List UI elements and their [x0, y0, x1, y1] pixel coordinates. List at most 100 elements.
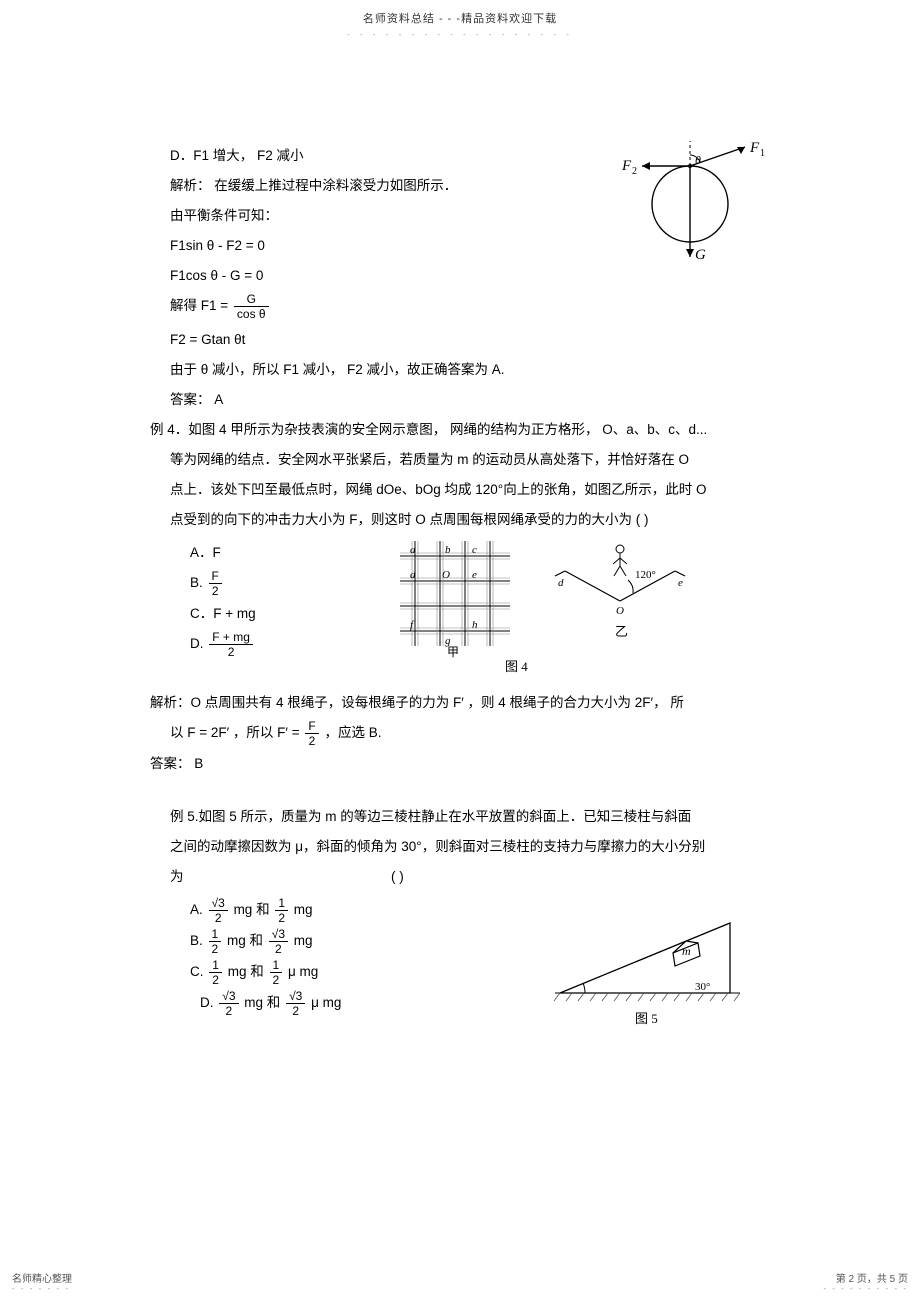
ex5-options-row: A. √3 2 mg 和 1 2 mg B. 1	[150, 893, 770, 1033]
ex5-a-n1: √3	[209, 897, 228, 911]
footer-left: 名师精心整理 - - - - - - -	[12, 1275, 72, 1293]
svg-text:2: 2	[632, 166, 637, 177]
ex5-d-n2: √3	[286, 990, 305, 1004]
ex5-d-d1: 2	[219, 1004, 238, 1017]
ex5-l3b: ( )	[391, 869, 404, 884]
eq3: 解得 F1 = G cos θ	[150, 292, 590, 320]
ex5-a-n2: 1	[275, 897, 288, 911]
ex5-line1: 例 5.如图 5 所示，质量为 m 的等边三棱柱静止在水平放置的斜面上．已知三棱…	[150, 803, 770, 830]
ex4-an2-pre: 以 F = 2F′ ，所以 F′ =	[170, 725, 303, 740]
ex4-opt-d: D. F + mg 2	[190, 630, 370, 658]
eq3-pre: 解得 F1 =	[170, 298, 232, 313]
equilibrium-line: 由平衡条件可知：	[150, 202, 590, 229]
ex4-opt-b-pre: B.	[190, 575, 203, 590]
svg-text:甲: 甲	[447, 645, 459, 659]
eq3-den: cos θ	[234, 307, 269, 320]
figure-5-container: m 30° 图 5	[450, 893, 770, 1033]
footer-right-dots: - - - - - - - - - -	[823, 1285, 908, 1293]
ex4-an2-frac: F 2	[305, 720, 318, 747]
svg-text:e: e	[472, 569, 477, 581]
svg-text:b: b	[445, 544, 451, 556]
svg-text:d: d	[410, 569, 416, 581]
footer-left-dots: - - - - - - -	[12, 1285, 72, 1293]
svg-text:1: 1	[760, 148, 765, 159]
ex4-d-den: 2	[209, 645, 253, 658]
eq1: F1sin θ - F2 = 0	[150, 232, 590, 259]
ex4-an2-den: 2	[305, 734, 318, 747]
svg-text:d: d	[558, 577, 564, 589]
ex5-opt-b: B. 1 2 mg 和 √3 2 mg	[190, 927, 450, 955]
ex5-c-pre: C.	[190, 964, 204, 979]
ex5-options: A. √3 2 mg 和 1 2 mg B. 1	[150, 893, 450, 1020]
document-content: D．F1 增大， F2 减小 解析： 在缓缓上推过程中涂料滚受力如图所示． 由平…	[150, 139, 770, 1033]
ex4-b-den: 2	[209, 584, 222, 597]
eq3-num: G	[234, 293, 269, 307]
ex5-d-pre: D.	[200, 995, 214, 1010]
ex5-c-m2: μ mg	[288, 964, 318, 979]
footer-right: 第 2 页，共 5 页 - - - - - - - - - -	[823, 1275, 908, 1293]
ex5-b-f1: 1 2	[209, 928, 222, 955]
ex4-opt-c: C．F + mg	[190, 600, 370, 627]
ex4-analysis-1: 解析：O 点周围共有 4 根绳子，设每根绳子的力为 F′ ，则 4 根绳子的合力…	[150, 689, 770, 716]
ex4-opt-d-pre: D.	[190, 636, 204, 651]
svg-text:30°: 30°	[695, 981, 710, 993]
ex5-line2: 之间的动摩擦因数为 μ，斜面的倾角为 30°，则斜面对三棱柱的支持力与摩擦力的大…	[150, 833, 770, 860]
ex4-b-num: F	[209, 570, 222, 584]
spacer	[150, 676, 770, 686]
ex4-line1: 例 4．如图 4 甲所示为杂技表演的安全网示意图， 网绳的结构为正方格形， O、…	[150, 416, 770, 443]
ex4-line2: 等为网绳的结点．安全网水平张紧后，若质量为 m 的运动员从高处落下，并恰好落在 …	[150, 446, 770, 473]
ex5-d-m1: mg 和	[244, 995, 280, 1010]
figure-4: abc dOe fgh 甲	[380, 536, 710, 676]
ex5-b-n1: 1	[209, 928, 222, 942]
ex5-a-f2: 1 2	[275, 897, 288, 924]
svg-text:G: G	[695, 247, 706, 263]
ex5-opt-d: D. √3 2 mg 和 √3 2 μ mg	[190, 989, 450, 1017]
conclusion-1: 由于 θ 减小，所以 F1 减小， F2 减小，故正确答案为 A.	[150, 356, 770, 383]
ex5-a-m1: mg 和	[234, 902, 270, 917]
ex4-opt-d-frac: F + mg 2	[209, 631, 253, 658]
ex4-line4: 点受到的向下的冲击力大小为 F，则这时 O 点周围每根网绳承受的力的大小为 ( …	[150, 506, 770, 533]
ex5-c-m1: mg 和	[228, 964, 264, 979]
svg-text:120°: 120°	[635, 569, 656, 581]
svg-text:e: e	[678, 577, 683, 589]
ex5-l3a: 为	[170, 869, 184, 884]
ex5-c-n1: 1	[209, 959, 222, 973]
ex5-b-pre: B.	[190, 933, 203, 948]
ex4-d-num: F + mg	[209, 631, 253, 645]
figure-5: m 30° 图 5	[550, 903, 750, 1033]
ex5-a-d1: 2	[209, 911, 228, 924]
ex5-c-f2: 1 2	[270, 959, 283, 986]
ex5-a-d2: 2	[275, 911, 288, 924]
ex5-c-n2: 1	[270, 959, 283, 973]
ex5-b-n2: √3	[269, 928, 288, 942]
svg-text:O: O	[616, 605, 624, 617]
block-1: D．F1 增大， F2 减小 解析： 在缓缓上推过程中涂料滚受力如图所示． 由平…	[150, 139, 770, 323]
ex4-opt-b: B. F 2	[190, 569, 370, 597]
eq3-frac: G cos θ	[234, 293, 269, 320]
svg-text:F: F	[621, 158, 632, 174]
eq4: F2 = Gtan θt	[150, 326, 770, 353]
ex5-c-d1: 2	[209, 973, 222, 986]
ex5-d-f2: √3 2	[286, 990, 305, 1017]
eq2: F1cos θ - G = 0	[150, 262, 590, 289]
ex5-a-pre: A.	[190, 902, 203, 917]
ex5-c-f1: 1 2	[209, 959, 222, 986]
ex5-b-m1: mg 和	[227, 933, 263, 948]
ex4-line3: 点上．该处下凹至最低点时，网绳 dOe、bOg 均成 120°向上的张角，如图乙…	[150, 476, 770, 503]
ex5-b-d2: 2	[269, 942, 288, 955]
ex4-an2-post: ，应选 B.	[324, 725, 381, 740]
svg-text:a: a	[410, 544, 416, 556]
ex5-b-d1: 2	[209, 942, 222, 955]
ex5-line3: 为 ( )	[150, 863, 770, 890]
svg-text:θ: θ	[695, 153, 701, 167]
ex5-d-n1: √3	[219, 990, 238, 1004]
ex5-a-f1: √3 2	[209, 897, 228, 924]
svg-text:乙: 乙	[615, 624, 628, 639]
ex4-opt-a: A．F	[190, 539, 370, 566]
ex5-d-f1: √3 2	[219, 990, 238, 1017]
page-header-title: 名师资料总结 - - -精品资料欢迎下载	[0, 10, 920, 26]
svg-text:h: h	[472, 619, 478, 631]
ex4-an2-num: F	[305, 720, 318, 734]
ex5-opt-c: C. 1 2 mg 和 1 2 μ mg	[190, 958, 450, 986]
figure-force-diagram: F 1 θ F 2 G	[600, 139, 770, 269]
